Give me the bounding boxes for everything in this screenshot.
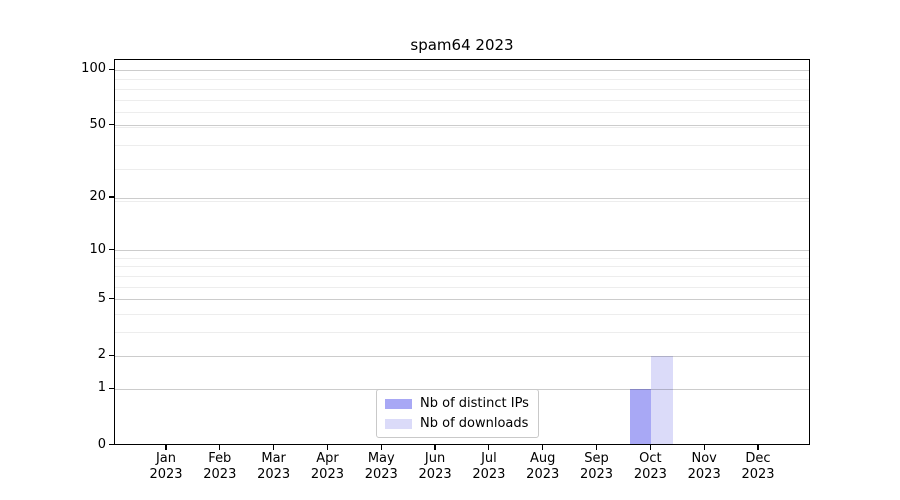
x-tick-label: Jan 2023 bbox=[136, 451, 196, 482]
y-tick-mark bbox=[109, 68, 114, 70]
x-tick-label-line: Sep bbox=[584, 451, 609, 466]
x-tick-label-line: 2023 bbox=[472, 466, 506, 482]
y-tick-mark bbox=[109, 124, 114, 126]
x-tick-label-line: 2023 bbox=[149, 466, 183, 482]
x-tick-label-line: 2023 bbox=[526, 466, 560, 482]
x-tick-mark bbox=[434, 444, 436, 450]
x-tick-mark bbox=[703, 444, 705, 450]
legend-item-downloads: Nb of downloads bbox=[385, 416, 529, 431]
x-tick-label-line: Oct bbox=[639, 451, 662, 466]
x-tick-label: Nov 2023 bbox=[674, 451, 734, 482]
y-tick-mark bbox=[109, 443, 114, 446]
gridline-minor bbox=[115, 266, 809, 268]
x-tick-label-line: Jul bbox=[481, 451, 497, 466]
x-tick-label: Jun 2023 bbox=[405, 451, 465, 482]
x-tick-mark bbox=[595, 444, 598, 450]
x-tick-label-line: 2023 bbox=[203, 466, 237, 482]
x-tick-mark bbox=[488, 444, 490, 450]
legend-swatch-distinct-ips bbox=[385, 398, 412, 409]
gridline-major bbox=[115, 355, 809, 357]
gridline-minor bbox=[115, 275, 809, 277]
gridline-minor bbox=[115, 88, 809, 90]
x-tick-label-line: Jun bbox=[424, 451, 446, 466]
gridline-minor bbox=[115, 201, 809, 203]
y-tick-label: 1 bbox=[97, 380, 106, 396]
x-tick-mark bbox=[165, 444, 167, 450]
x-tick-label: Jul 2023 bbox=[459, 451, 519, 482]
legend-label-downloads: Nb of downloads bbox=[420, 416, 529, 431]
y-tick-mark bbox=[109, 196, 114, 198]
x-tick-label-line: Dec bbox=[745, 451, 771, 466]
x-tick-mark bbox=[326, 444, 329, 450]
gridline-minor bbox=[115, 332, 809, 334]
x-tick-label-line: 2023 bbox=[364, 466, 398, 482]
x-tick-mark bbox=[219, 444, 221, 450]
x-tick-label: Feb 2023 bbox=[190, 451, 250, 482]
x-tick-mark bbox=[757, 444, 759, 450]
chart-title: spam64 2023 bbox=[410, 36, 514, 54]
x-tick-label-line: 2023 bbox=[687, 466, 721, 482]
y-tick-label: 0 bbox=[97, 436, 106, 452]
x-tick-label-line: Aug bbox=[530, 451, 556, 466]
y-tick-label: 50 bbox=[89, 116, 106, 132]
legend: Nb of distinct IPs Nb of downloads bbox=[376, 389, 539, 438]
x-tick-label: May 2023 bbox=[351, 451, 411, 482]
x-tick-label-line: 2023 bbox=[418, 466, 452, 482]
y-tick-label: 100 bbox=[81, 61, 106, 77]
x-tick-mark bbox=[649, 444, 651, 450]
y-tick-mark bbox=[109, 387, 114, 389]
y-tick-label: 10 bbox=[89, 241, 106, 257]
x-tick-label: Apr 2023 bbox=[297, 451, 357, 482]
gridline-minor bbox=[115, 145, 809, 147]
gridline-major bbox=[115, 197, 809, 199]
gridline-minor bbox=[115, 314, 809, 316]
x-tick-label-line: Feb bbox=[208, 451, 232, 466]
y-tick-label: 20 bbox=[89, 189, 106, 204]
x-tick-label: Sep 2023 bbox=[567, 451, 627, 482]
x-tick-label-line: May bbox=[367, 451, 395, 466]
plot-area bbox=[114, 59, 810, 445]
bar-nb-of-downloads bbox=[651, 355, 673, 444]
gridline-minor bbox=[115, 168, 809, 170]
gridline-minor bbox=[115, 286, 809, 288]
x-tick-label-line: 2023 bbox=[257, 466, 291, 482]
legend-label-distinct-ips: Nb of distinct IPs bbox=[420, 396, 529, 411]
x-tick-label: Aug 2023 bbox=[513, 451, 573, 482]
gridline-minor bbox=[115, 126, 809, 128]
x-tick-mark bbox=[380, 444, 382, 450]
gridline-minor bbox=[115, 99, 809, 101]
y-tick-label: 2 bbox=[97, 347, 106, 363]
gridline-major bbox=[115, 299, 809, 301]
gridline-major bbox=[115, 250, 809, 252]
x-tick-label-line: 2023 bbox=[741, 466, 775, 482]
x-tick-label-line: 2023 bbox=[633, 466, 667, 482]
x-tick-label: Oct 2023 bbox=[620, 451, 680, 482]
y-tick-mark bbox=[109, 354, 114, 356]
gridline-minor bbox=[115, 112, 809, 114]
gridline-major bbox=[115, 69, 809, 71]
x-tick-mark bbox=[273, 444, 275, 450]
gridline-minor bbox=[115, 79, 809, 81]
y-tick-mark bbox=[109, 298, 114, 300]
legend-item-distinct-ips: Nb of distinct IPs bbox=[385, 396, 529, 411]
bar-nb-of-distinct-ips bbox=[629, 388, 652, 444]
gridline-minor bbox=[115, 257, 809, 259]
x-tick-label-line: 2023 bbox=[310, 466, 344, 482]
y-tick-mark bbox=[109, 248, 114, 251]
x-tick-label-line: Mar bbox=[261, 451, 286, 466]
legend-swatch-downloads bbox=[385, 418, 412, 429]
y-tick-label: 5 bbox=[97, 290, 106, 306]
x-tick-label-line: Jan bbox=[155, 451, 177, 466]
x-tick-label: Mar 2023 bbox=[244, 451, 304, 482]
x-tick-label: Dec 2023 bbox=[728, 451, 788, 482]
gridline-major bbox=[115, 125, 809, 127]
x-tick-label-line: 2023 bbox=[579, 466, 614, 482]
x-tick-mark bbox=[542, 444, 544, 450]
x-tick-label-line: Nov bbox=[691, 451, 717, 466]
x-tick-label-line: Apr bbox=[316, 451, 339, 466]
